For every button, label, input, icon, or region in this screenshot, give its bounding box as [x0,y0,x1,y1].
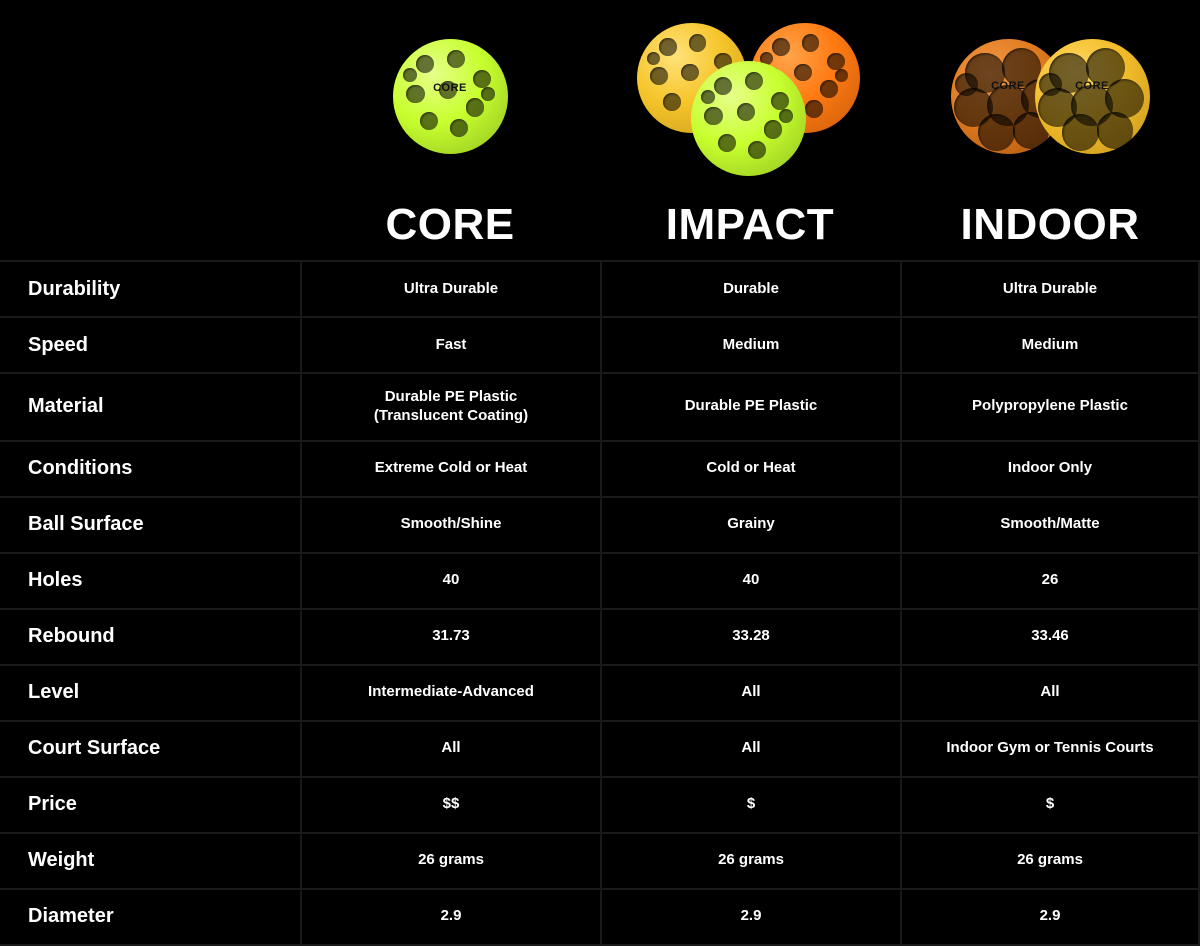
cell-core: 2.9 [300,890,600,944]
cell-indoor: Ultra Durable [900,262,1200,316]
row-label: Material [0,374,300,440]
cell-core: Smooth/Shine [300,498,600,552]
table-row: Ball SurfaceSmooth/ShineGrainySmooth/Mat… [0,496,1200,552]
table-row: SpeedFastMediumMedium [0,316,1200,372]
cell-core: Extreme Cold or Heat [300,442,600,496]
cell-core: Durable PE Plastic (Translucent Coating) [300,374,600,440]
row-label: Ball Surface [0,498,300,552]
indoor-ball-image: CORECORE [900,0,1200,192]
cell-core: Intermediate-Advanced [300,666,600,720]
table-body: DurabilityUltra DurableDurableUltra Dura… [0,260,1200,946]
table-row: MaterialDurable PE Plastic (Translucent … [0,372,1200,440]
table-row: ConditionsExtreme Cold or HeatCold or He… [0,440,1200,496]
row-label: Level [0,666,300,720]
cell-impact: All [600,722,900,776]
cell-indoor: 33.46 [900,610,1200,664]
cell-indoor: Indoor Gym or Tennis Courts [900,722,1200,776]
row-label: Rebound [0,610,300,664]
cell-indoor: Indoor Only [900,442,1200,496]
core-ball-image: CORE [300,0,600,192]
row-label: Durability [0,262,300,316]
row-label: Conditions [0,442,300,496]
cell-impact: Medium [600,318,900,372]
cell-indoor: 2.9 [900,890,1200,944]
table-row: Price$$$$ [0,776,1200,832]
cell-core: Fast [300,318,600,372]
cell-indoor: Medium [900,318,1200,372]
cell-core: 40 [300,554,600,608]
table-row: Rebound31.7333.2833.46 [0,608,1200,664]
product-name-impact: IMPACT [666,200,834,250]
row-label: Holes [0,554,300,608]
cell-impact: 33.28 [600,610,900,664]
cell-core: 26 grams [300,834,600,888]
cell-indoor: 26 [900,554,1200,608]
row-label: Court Surface [0,722,300,776]
cell-impact: Grainy [600,498,900,552]
table-row: Court SurfaceAllAllIndoor Gym or Tennis … [0,720,1200,776]
cell-core: 31.73 [300,610,600,664]
cell-indoor: Smooth/Matte [900,498,1200,552]
table-row: DurabilityUltra DurableDurableUltra Dura… [0,260,1200,316]
cell-core: $$ [300,778,600,832]
cell-indoor: Polypropylene Plastic [900,374,1200,440]
cell-core: All [300,722,600,776]
product-name-core: CORE [385,200,514,250]
cell-impact: $ [600,778,900,832]
cell-impact: All [600,666,900,720]
impact-ball-image [600,0,900,192]
cell-impact: 40 [600,554,900,608]
cell-impact: 2.9 [600,890,900,944]
cell-impact: Durable PE Plastic [600,374,900,440]
column-header-indoor: CORECORE INDOOR [900,0,1200,250]
column-header-core: CORE CORE [300,0,600,250]
table-row: LevelIntermediate-AdvancedAllAll [0,664,1200,720]
table-row: Holes404026 [0,552,1200,608]
header-spacer [0,0,300,250]
table-row: Weight26 grams26 grams26 grams [0,832,1200,888]
cell-indoor: All [900,666,1200,720]
row-label: Price [0,778,300,832]
row-label: Diameter [0,890,300,944]
product-name-indoor: INDOOR [961,200,1140,250]
column-header-impact: IMPACT [600,0,900,250]
header-row: CORE CORE IMPACT CORECORE INDOOR [0,0,1200,260]
row-label: Weight [0,834,300,888]
cell-core: Ultra Durable [300,262,600,316]
cell-impact: 26 grams [600,834,900,888]
cell-impact: Durable [600,262,900,316]
cell-indoor: 26 grams [900,834,1200,888]
comparison-table: CORE CORE IMPACT CORECORE INDOOR Durabil… [0,0,1200,926]
row-label: Speed [0,318,300,372]
cell-indoor: $ [900,778,1200,832]
table-row: Diameter2.92.92.9 [0,888,1200,946]
cell-impact: Cold or Heat [600,442,900,496]
